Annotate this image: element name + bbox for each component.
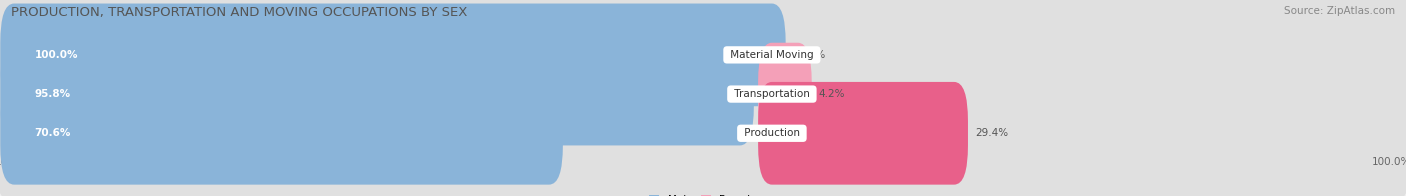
Text: Source: ZipAtlas.com: Source: ZipAtlas.com: [1284, 6, 1395, 16]
Text: 100.0%: 100.0%: [35, 50, 79, 60]
FancyBboxPatch shape: [0, 62, 1406, 196]
Text: 29.4%: 29.4%: [974, 128, 1008, 138]
FancyBboxPatch shape: [0, 43, 754, 145]
Legend: Male, Female: Male, Female: [645, 191, 761, 196]
FancyBboxPatch shape: [0, 4, 786, 106]
Text: Transportation: Transportation: [731, 89, 813, 99]
Text: PRODUCTION, TRANSPORTATION AND MOVING OCCUPATIONS BY SEX: PRODUCTION, TRANSPORTATION AND MOVING OC…: [11, 6, 468, 19]
Text: 95.8%: 95.8%: [35, 89, 70, 99]
FancyBboxPatch shape: [0, 0, 1406, 126]
FancyBboxPatch shape: [0, 23, 1406, 165]
Text: 70.6%: 70.6%: [35, 128, 72, 138]
FancyBboxPatch shape: [758, 43, 811, 145]
Text: Production: Production: [741, 128, 803, 138]
FancyBboxPatch shape: [0, 82, 562, 185]
Text: 4.2%: 4.2%: [818, 89, 845, 99]
Text: 0.0%: 0.0%: [800, 50, 825, 60]
Text: Material Moving: Material Moving: [727, 50, 817, 60]
FancyBboxPatch shape: [758, 82, 967, 185]
